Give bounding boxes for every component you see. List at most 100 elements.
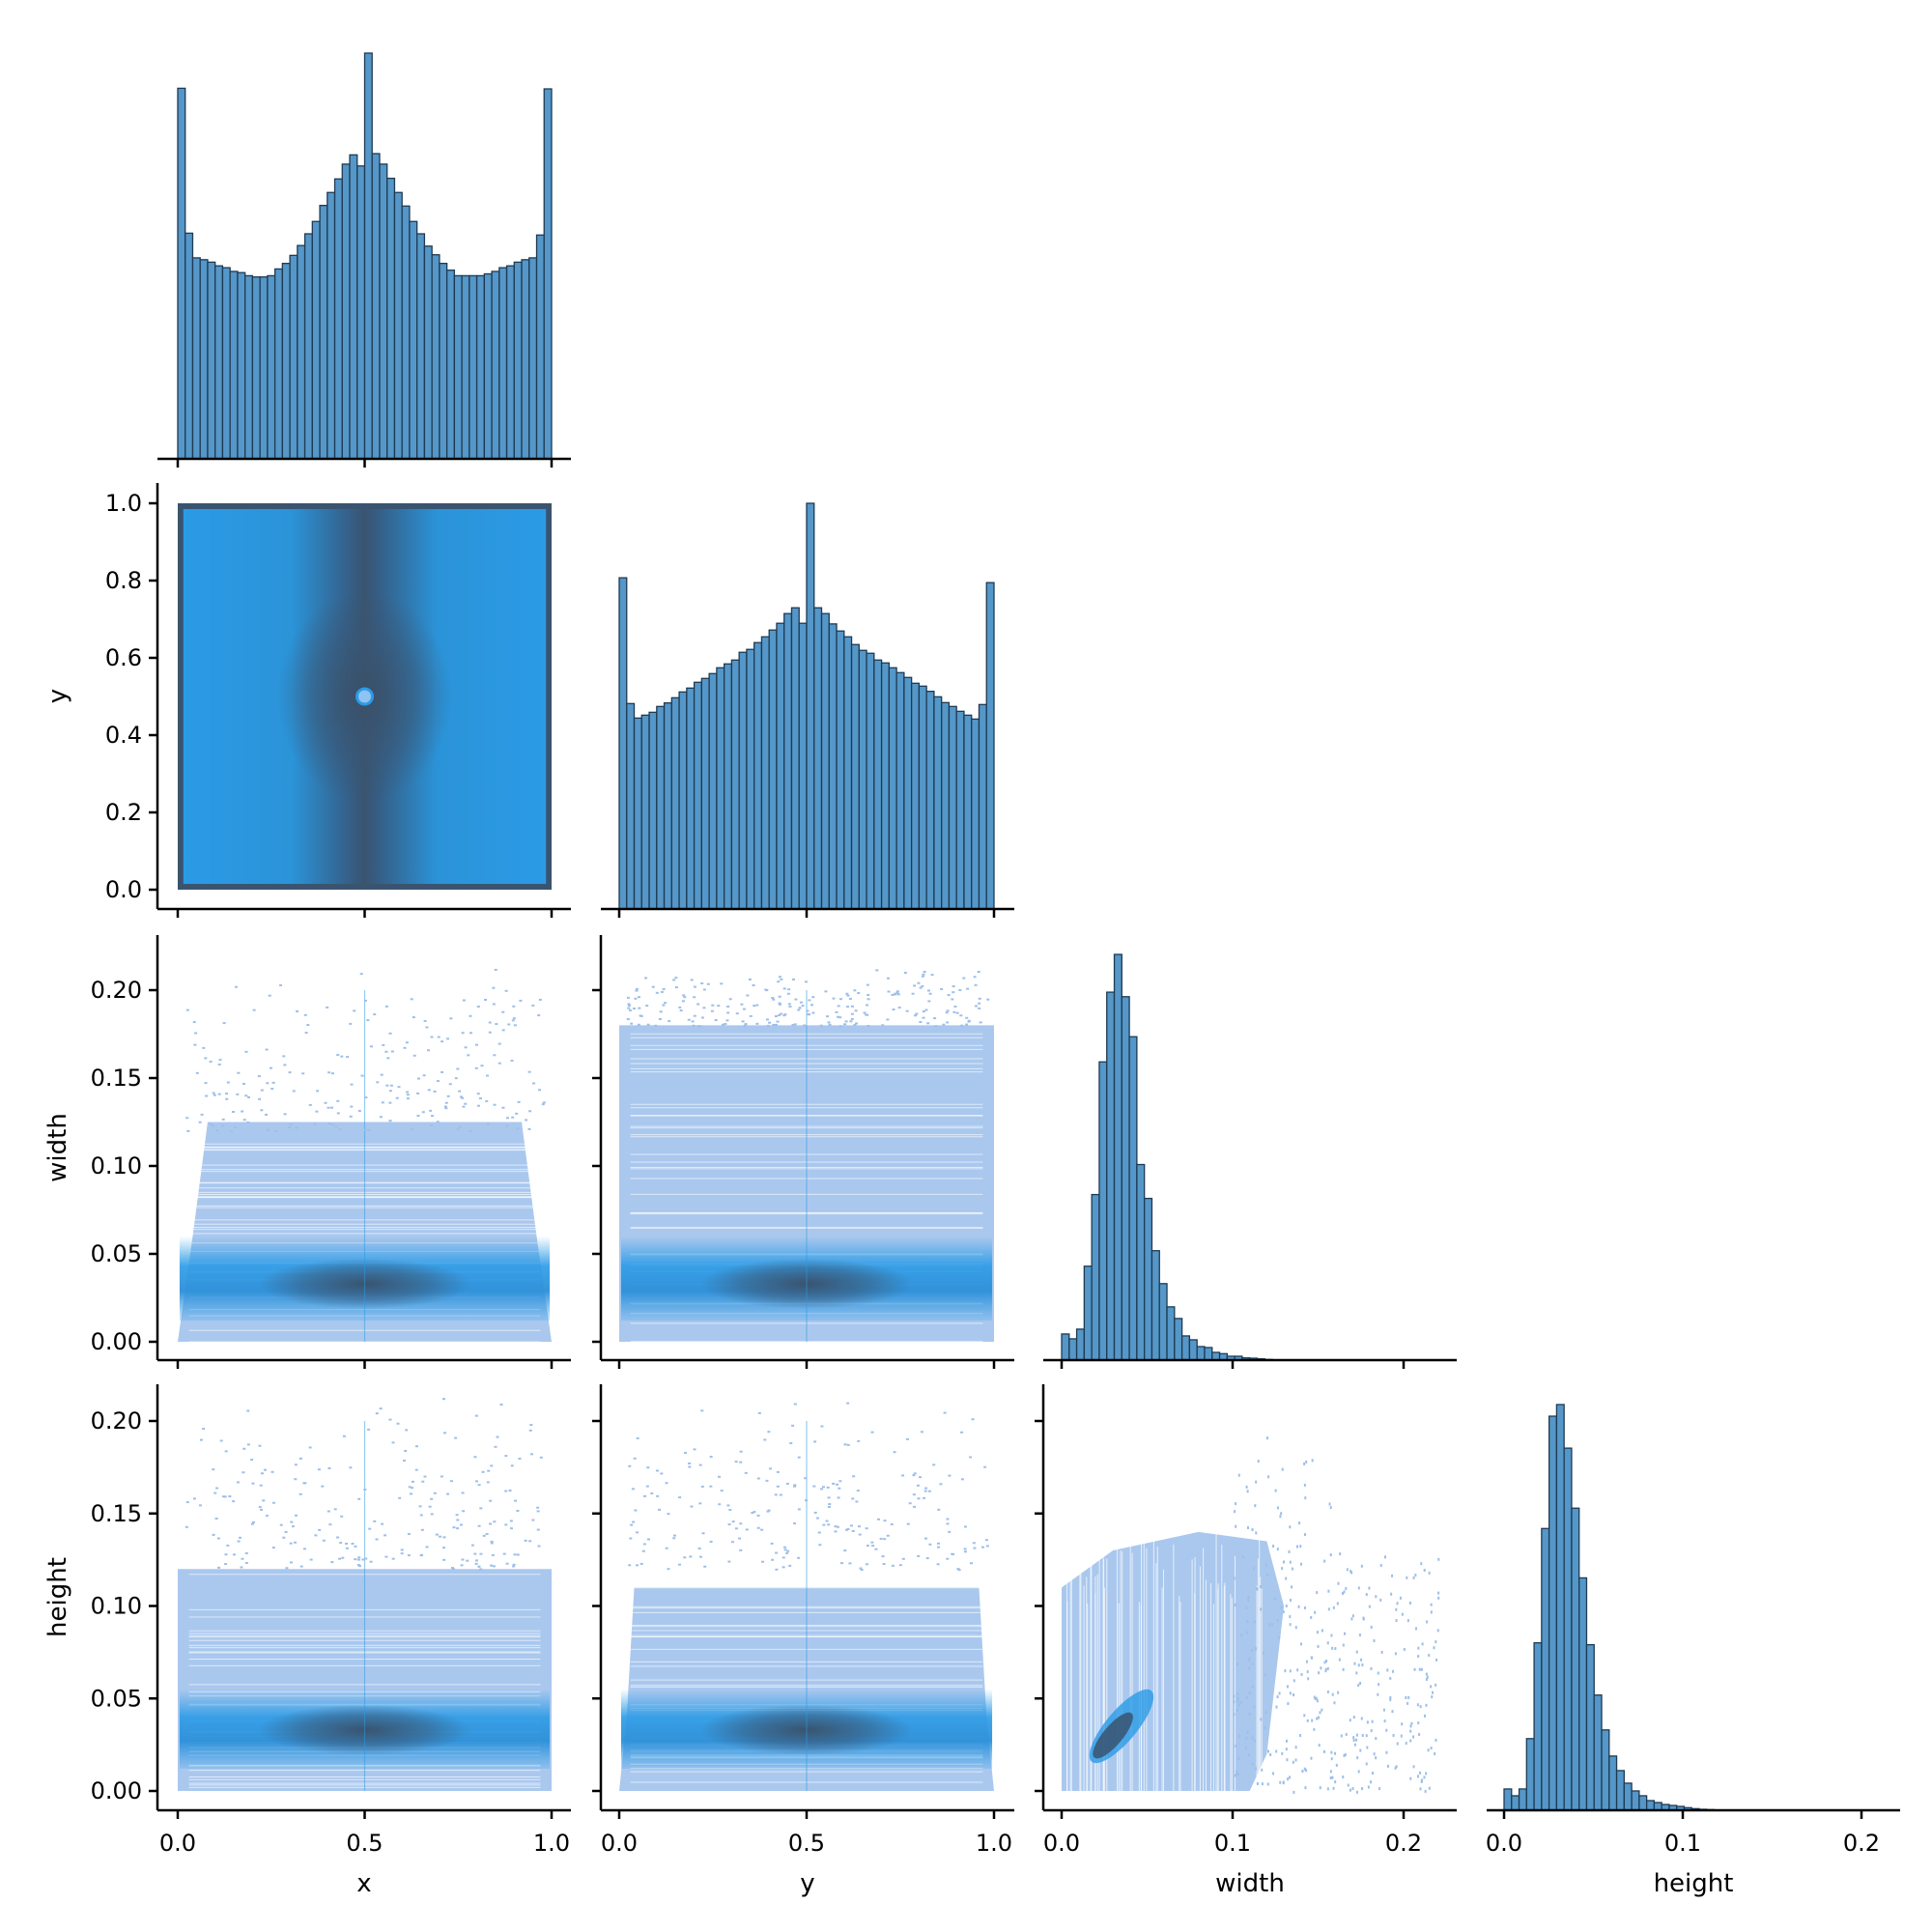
histogram-bar [221, 267, 231, 460]
heatmap-cell [531, 1519, 535, 1521]
heatmap-cell [1423, 1776, 1426, 1779]
heatmap-cell [1330, 1750, 1333, 1754]
histogram-bar [319, 205, 328, 460]
heatmap-cell [285, 1567, 289, 1570]
histogram-bar [267, 274, 276, 460]
heatmap-cell [1408, 1601, 1411, 1605]
heatmap-cell [488, 1021, 492, 1024]
heatmap-cell [1326, 1690, 1329, 1693]
heatmap-cell [524, 1539, 527, 1542]
heatmap-cell [279, 983, 283, 986]
heatmap-cell [1357, 1586, 1360, 1590]
heatmap-cell [1365, 1762, 1368, 1766]
heatmap-cell [192, 1497, 196, 1500]
heatmap-cell [1237, 1756, 1240, 1760]
heatmap-cell [965, 1023, 969, 1026]
heatmap-cell [639, 1562, 643, 1565]
histogram-bar [349, 154, 358, 460]
histogram-bar [903, 676, 913, 910]
heatmap-cell [1412, 1735, 1415, 1739]
heatmap-cell [755, 1004, 759, 1007]
heatmap-cell [760, 1528, 764, 1531]
heatmap-cell [1247, 1595, 1250, 1599]
heatmap-cell [1326, 1787, 1329, 1791]
heatmap-cell [1233, 1694, 1236, 1698]
heatmap-cell [497, 1042, 501, 1045]
heatmap-cell [273, 1130, 277, 1133]
heatmap-cell [433, 1090, 437, 1093]
heatmap-cell [1367, 1785, 1370, 1789]
heatmap-cell [384, 1005, 388, 1008]
heatmap-cell [866, 1004, 869, 1007]
histogram-bar [259, 276, 269, 460]
heatmap-cell [1266, 1749, 1269, 1753]
heatmap-cell [1235, 1502, 1237, 1506]
heatmap-cell [232, 1110, 236, 1113]
heatmap-cell [1347, 1783, 1350, 1787]
heatmap-cell [638, 1007, 641, 1009]
heatmap-cell [1373, 1752, 1376, 1756]
heatmap-cell [1316, 1591, 1319, 1595]
heatmap-cell [1435, 1658, 1438, 1662]
heatmap-cell [244, 1551, 248, 1554]
heatmap-cell [662, 987, 666, 990]
heatmap-cell [846, 1006, 850, 1009]
heatmap-cell [1355, 1650, 1358, 1654]
heatmap-cell [974, 1005, 978, 1008]
heatmap-cell [1370, 1666, 1373, 1670]
heatmap-cell [536, 1506, 540, 1509]
heatmap-cell [442, 1536, 446, 1539]
heatmap-cell [948, 1530, 952, 1533]
histogram-bar [521, 259, 530, 460]
heatmap-cell [271, 1081, 275, 1084]
heatmap-cell [1370, 1729, 1373, 1733]
heatmap-cell [761, 1560, 765, 1563]
heatmap-cell [865, 1563, 868, 1566]
heatmap-cell [952, 1552, 955, 1555]
heatmap-cell [643, 1494, 647, 1497]
heatmap-cell [973, 1547, 977, 1549]
heatmap-cell [978, 1002, 981, 1005]
heatmap-cell [481, 1470, 485, 1473]
heatmap-cell [810, 1004, 813, 1007]
heatmap-cell [226, 1081, 230, 1084]
heatmap-cell [805, 1499, 809, 1502]
heatmap-cell [1237, 1734, 1240, 1738]
heatmap-cell [1425, 1677, 1428, 1681]
heatmap-cell [1279, 1515, 1282, 1519]
heatmap-cell [270, 1470, 274, 1473]
heatmap-cell [505, 1562, 509, 1565]
heatmap-cell [487, 1469, 491, 1472]
heatmap-panel [619, 969, 994, 1343]
heatmap-cell [251, 1520, 255, 1523]
histogram-bar [423, 245, 433, 460]
heatmap-cell [490, 1540, 494, 1543]
heatmap-cell [494, 968, 497, 971]
heatmap-cell [903, 971, 907, 974]
heatmap-cell [921, 984, 924, 987]
histogram-bar [678, 691, 688, 910]
heatmap-cell [1254, 1647, 1257, 1651]
heatmap-cell [260, 1109, 264, 1112]
heatmap-cell [446, 1094, 450, 1097]
heatmap-cell [785, 1482, 789, 1485]
heatmap-cell [946, 1522, 950, 1525]
heatmap-cell [204, 1082, 208, 1085]
heatmap-cell [1296, 1668, 1299, 1672]
heatmap-cell [1283, 1560, 1286, 1564]
heatmap-cell [246, 1443, 250, 1446]
heatmap-cell [479, 1507, 483, 1510]
heatmap-cell [221, 1495, 225, 1498]
heatmap-cell [698, 1555, 702, 1558]
heatmap-cell [855, 1500, 859, 1503]
heatmap-cell [419, 1514, 423, 1517]
heatmap-cell [1303, 1483, 1306, 1487]
heatmap-cell [437, 1036, 440, 1038]
heatmap-cell [493, 1520, 497, 1523]
y-tick-label: 0.00 [91, 1777, 142, 1804]
heatmap-cell [768, 1467, 772, 1470]
heatmap-cell [1321, 1708, 1323, 1712]
heatmap-cell [1264, 1726, 1266, 1730]
heatmap-cell [1329, 1776, 1332, 1780]
